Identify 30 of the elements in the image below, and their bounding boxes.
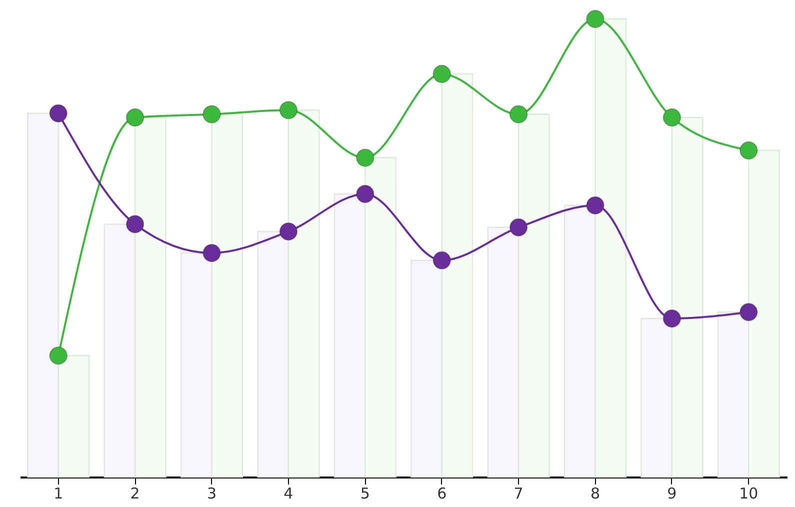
point (432, 251, 451, 270)
point (586, 10, 604, 28)
point (356, 184, 374, 203)
point (279, 101, 298, 120)
x-tick-label: 10 (739, 484, 758, 502)
x-tick-label: 5 (360, 484, 370, 502)
point (432, 64, 451, 84)
point (662, 108, 682, 127)
point (126, 215, 144, 234)
point (740, 303, 758, 322)
point (509, 218, 528, 236)
x-tick-label: 2 (130, 484, 140, 502)
x-tick-label: 4 (284, 484, 294, 502)
x-tick-label: 1 (54, 484, 64, 502)
point (202, 105, 221, 124)
point (202, 244, 221, 262)
point (356, 148, 374, 167)
point (509, 105, 528, 124)
point (279, 222, 298, 241)
x-tick-label: 9 (667, 484, 677, 502)
point (49, 346, 68, 365)
x-tick-label: 6 (437, 484, 447, 502)
point (662, 309, 682, 328)
point (740, 141, 758, 160)
x-tick-label: 8 (590, 484, 600, 502)
x-tick-label: 7 (514, 484, 524, 502)
point (126, 108, 144, 127)
point (586, 196, 604, 214)
point (49, 104, 68, 122)
x-tick-label: 3 (206, 484, 217, 502)
